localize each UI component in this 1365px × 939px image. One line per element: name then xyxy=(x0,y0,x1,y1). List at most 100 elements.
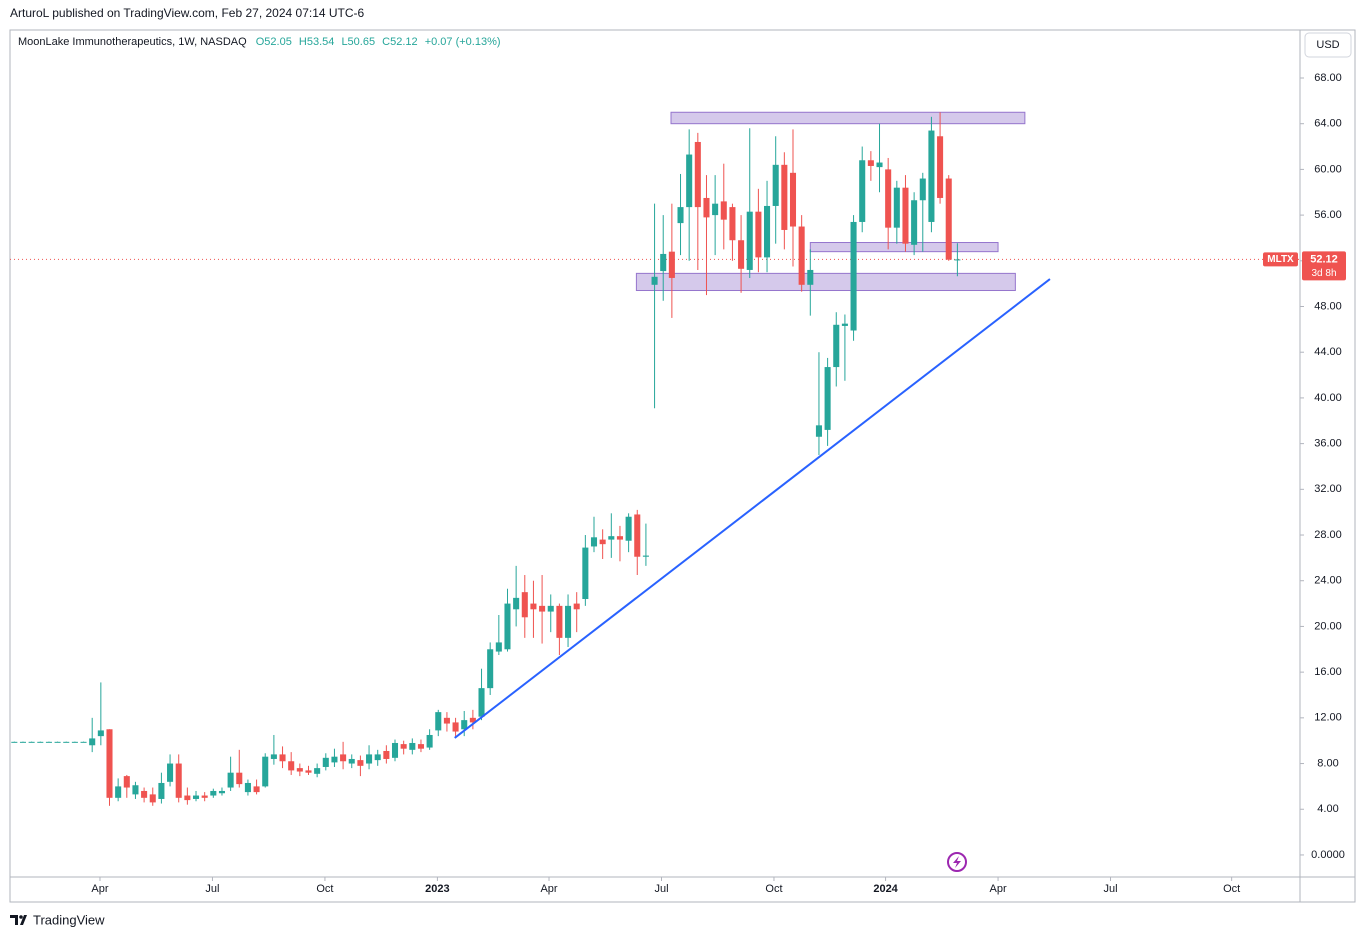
candle-body xyxy=(807,269,814,285)
footer-brand: TradingView xyxy=(33,912,105,927)
candle-body xyxy=(279,754,286,762)
x-tick-label: Jul xyxy=(205,883,219,895)
candle-body xyxy=(383,750,390,759)
candle-body xyxy=(210,790,217,796)
candle-body xyxy=(487,649,494,689)
candle-body xyxy=(573,603,580,610)
candle-body xyxy=(218,790,225,794)
symbol-label: MLTX xyxy=(1267,254,1294,265)
candle-body xyxy=(720,201,727,220)
currency-label[interactable]: USD xyxy=(1316,39,1339,51)
candle-body xyxy=(63,741,70,743)
x-tick-label: Oct xyxy=(1223,883,1240,895)
y-tick-label: 36.00 xyxy=(1314,438,1342,450)
lightning-icon xyxy=(947,852,967,872)
candle-body xyxy=(80,741,87,743)
zone xyxy=(670,111,1026,125)
y-tick-label: 0.0000 xyxy=(1311,849,1345,861)
candle-body xyxy=(54,741,61,743)
candle-body xyxy=(660,253,667,272)
candle-body xyxy=(625,516,632,541)
candle-body xyxy=(781,164,788,230)
plot xyxy=(10,111,1300,806)
candle-body xyxy=(764,205,771,258)
candle-body xyxy=(738,240,745,269)
candle-body xyxy=(833,324,840,368)
candle-body xyxy=(322,757,329,767)
candle-body xyxy=(115,786,122,798)
zone xyxy=(809,242,999,253)
candle-body xyxy=(201,795,208,798)
trendline xyxy=(454,278,1051,739)
candle-body xyxy=(469,717,476,723)
candle-body xyxy=(651,276,658,285)
candle-body xyxy=(443,717,450,724)
candle-body xyxy=(712,203,719,216)
x-tick-label: Apr xyxy=(91,883,108,895)
x-tick-label: Apr xyxy=(540,883,557,895)
y-tick-label: 48.00 xyxy=(1314,300,1342,312)
y-tick-label: 28.00 xyxy=(1314,529,1342,541)
y-tick-label: 4.00 xyxy=(1317,803,1338,815)
candle-body xyxy=(521,592,528,618)
candle-body xyxy=(19,741,27,743)
candle-body xyxy=(45,741,52,743)
currency-button[interactable] xyxy=(1304,32,1352,58)
candle-body xyxy=(296,768,303,772)
candle-body xyxy=(694,141,701,208)
candle-body xyxy=(798,226,805,285)
countdown-label: 3d 8h xyxy=(1311,268,1336,279)
published-note: ArturoL published on TradingView.com, Fe… xyxy=(10,6,365,20)
legend-close: C52.12 xyxy=(382,36,417,48)
legend-change: +0.07 (+0.13%) xyxy=(425,36,501,48)
candle-body xyxy=(859,160,866,222)
legend: MoonLake Immunotherapeutics, 1W, NASDAQ … xyxy=(18,36,501,48)
legend-open: O52.05 xyxy=(256,36,292,48)
candle-body xyxy=(634,514,641,557)
zone xyxy=(635,272,1016,292)
y-tick-label: 12.00 xyxy=(1314,712,1342,724)
candle-body xyxy=(547,605,554,612)
legend-high: H53.54 xyxy=(299,36,334,48)
candle-body xyxy=(539,605,546,612)
candle-body xyxy=(677,207,684,224)
y-tick-label: 24.00 xyxy=(1314,575,1342,587)
y-tick-label: 44.00 xyxy=(1314,346,1342,358)
symbol-badge xyxy=(1263,252,1298,267)
x-tick-label: Jul xyxy=(654,883,668,895)
candle-body xyxy=(841,323,848,326)
candle-body xyxy=(89,738,96,746)
candle-body xyxy=(928,130,935,222)
candle-body xyxy=(11,741,18,743)
candle-body xyxy=(919,178,926,201)
candle-body xyxy=(668,251,675,278)
y-tick-label: 8.00 xyxy=(1317,757,1338,769)
candle-body xyxy=(331,756,338,763)
candle-body xyxy=(435,712,442,731)
candle-body xyxy=(893,187,900,228)
candle-body xyxy=(340,754,347,762)
frame xyxy=(9,29,1356,903)
candle-body xyxy=(789,172,797,227)
x-tick-label: Jul xyxy=(1103,883,1117,895)
last-price-badge xyxy=(1302,251,1346,281)
candle-body xyxy=(227,772,234,788)
candle-body xyxy=(876,162,883,168)
candle-body xyxy=(132,785,139,795)
candle-body xyxy=(556,605,563,638)
candle-body xyxy=(729,207,736,241)
candle-body xyxy=(902,187,909,244)
candle-body xyxy=(867,160,874,166)
candle-body xyxy=(409,742,416,750)
candle-body xyxy=(911,200,918,245)
candle-body xyxy=(426,734,433,748)
candle-body xyxy=(945,178,952,260)
candle-body xyxy=(530,603,537,610)
last-price-label: 52.12 xyxy=(1310,253,1338,265)
y-tick-label: 68.00 xyxy=(1314,72,1342,84)
candle-body xyxy=(348,758,355,764)
y-tick-label: 56.00 xyxy=(1314,209,1342,221)
y-tick-label: 16.00 xyxy=(1314,666,1342,678)
y-tick-label: 64.00 xyxy=(1314,118,1342,130)
candle-body xyxy=(97,730,104,737)
